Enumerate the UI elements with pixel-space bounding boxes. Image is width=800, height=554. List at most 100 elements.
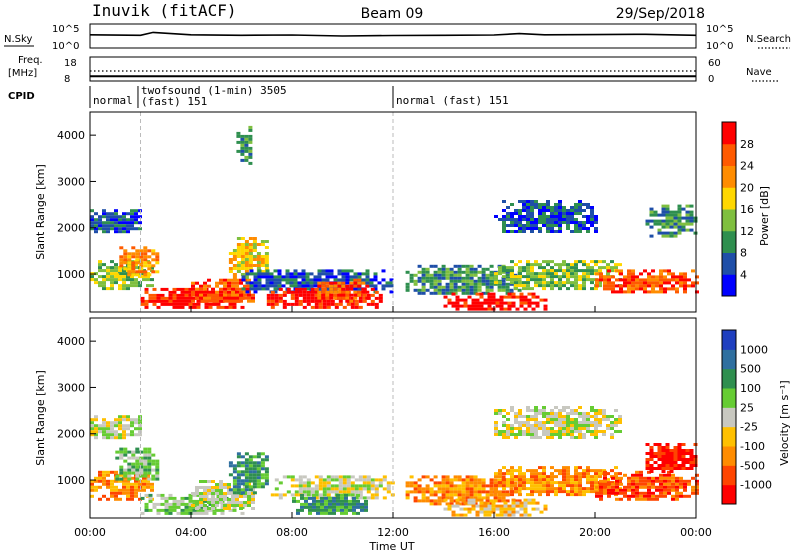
velocity-colorbar-swatch bbox=[722, 407, 736, 428]
power-cell bbox=[389, 290, 394, 294]
velocity-cell bbox=[594, 415, 598, 418]
velocity-cell bbox=[354, 484, 359, 488]
velocity-cell bbox=[522, 433, 526, 436]
velocity-cell bbox=[582, 493, 586, 497]
velocity-cell bbox=[453, 475, 458, 479]
velocity-cell bbox=[360, 508, 364, 512]
velocity-cell bbox=[318, 484, 323, 488]
velocity-cell bbox=[248, 473, 253, 477]
power-cell bbox=[502, 269, 506, 273]
velocity-cell bbox=[445, 475, 450, 479]
velocity-cell bbox=[232, 508, 237, 512]
power-cell bbox=[554, 269, 558, 273]
velocity-cell bbox=[386, 490, 391, 494]
velocity-cell bbox=[135, 447, 140, 451]
power-cell bbox=[337, 293, 342, 297]
power-cell bbox=[160, 293, 165, 297]
power-cell bbox=[134, 221, 138, 225]
power-cell bbox=[494, 275, 498, 279]
power-cell bbox=[253, 287, 258, 291]
power-cell bbox=[673, 225, 678, 229]
velocity-cell bbox=[659, 482, 663, 486]
power-cell bbox=[665, 210, 670, 214]
power-cell bbox=[562, 275, 566, 279]
power-cell bbox=[554, 212, 558, 215]
power-cell bbox=[695, 281, 699, 285]
power-cell bbox=[685, 228, 690, 232]
power-colorbar-tick: 16 bbox=[740, 203, 754, 216]
velocity-cell bbox=[443, 498, 448, 502]
velocity-cell bbox=[558, 424, 562, 427]
velocity-cell bbox=[203, 507, 207, 510]
velocity-cell bbox=[106, 482, 110, 486]
power-cell bbox=[546, 215, 550, 218]
velocity-cell bbox=[146, 482, 150, 486]
power-cell bbox=[457, 264, 462, 268]
power-cell bbox=[594, 269, 598, 273]
velocity-cell bbox=[497, 499, 502, 503]
power-cell bbox=[527, 304, 532, 308]
velocity-cell bbox=[437, 487, 442, 491]
power-cell bbox=[122, 218, 126, 222]
power-cell bbox=[467, 304, 472, 308]
power-cell bbox=[631, 269, 635, 273]
power-cell bbox=[247, 278, 251, 282]
power-cell bbox=[443, 295, 448, 299]
power-cell bbox=[522, 266, 526, 270]
velocity-cell bbox=[651, 485, 655, 489]
nave-right-label: Nave bbox=[746, 67, 772, 78]
power-cell bbox=[329, 290, 334, 294]
power-cell bbox=[135, 255, 140, 259]
velocity-cell bbox=[451, 510, 456, 514]
power-cell bbox=[269, 275, 274, 279]
velocity-cell bbox=[582, 427, 586, 430]
power-cell bbox=[631, 281, 635, 285]
power-cell bbox=[659, 269, 663, 273]
power-cell bbox=[309, 284, 314, 288]
power-cell bbox=[180, 299, 185, 303]
power-cell bbox=[546, 203, 550, 206]
velocity-cell bbox=[655, 476, 659, 480]
velocity-cell bbox=[102, 424, 106, 428]
velocity-cell bbox=[421, 487, 426, 491]
velocity-cell bbox=[322, 487, 327, 491]
power-cell bbox=[554, 263, 558, 267]
power-cell bbox=[570, 209, 574, 212]
velocity-cell bbox=[134, 482, 138, 486]
velocity-cell bbox=[586, 418, 590, 421]
power-cell bbox=[643, 287, 647, 291]
velocity-cell bbox=[358, 493, 363, 497]
velocity-cell bbox=[296, 511, 300, 515]
velocity-cell bbox=[360, 502, 364, 506]
velocity-cell bbox=[110, 427, 114, 431]
power-cell bbox=[485, 279, 490, 283]
velocity-cell bbox=[651, 479, 655, 483]
velocity-cell bbox=[115, 474, 120, 478]
power-cell bbox=[531, 292, 536, 296]
power-cell bbox=[687, 284, 691, 288]
power-cell bbox=[341, 290, 346, 294]
power-cell bbox=[277, 278, 282, 282]
velocity-cell bbox=[102, 494, 106, 498]
power-cell bbox=[297, 284, 302, 288]
power-cell bbox=[256, 267, 261, 270]
power-cell bbox=[506, 224, 510, 227]
power-cell bbox=[385, 284, 390, 288]
power-cell bbox=[341, 278, 346, 282]
power-cell bbox=[530, 266, 534, 270]
power-cell bbox=[317, 296, 322, 300]
velocity-cell bbox=[469, 496, 474, 500]
velocity-cell bbox=[134, 485, 138, 489]
power-cell bbox=[126, 212, 130, 216]
velocity-cell bbox=[582, 418, 586, 421]
power-cell bbox=[266, 302, 271, 306]
velocity-cell bbox=[582, 421, 586, 424]
power-cell bbox=[598, 269, 602, 273]
velocity-cell bbox=[603, 491, 607, 495]
velocity-cell bbox=[151, 453, 156, 457]
velocity-cell bbox=[134, 421, 138, 425]
power-cell bbox=[453, 270, 458, 274]
power-cell bbox=[134, 209, 138, 213]
power-cell bbox=[199, 290, 203, 294]
velocity-cell bbox=[615, 491, 619, 495]
